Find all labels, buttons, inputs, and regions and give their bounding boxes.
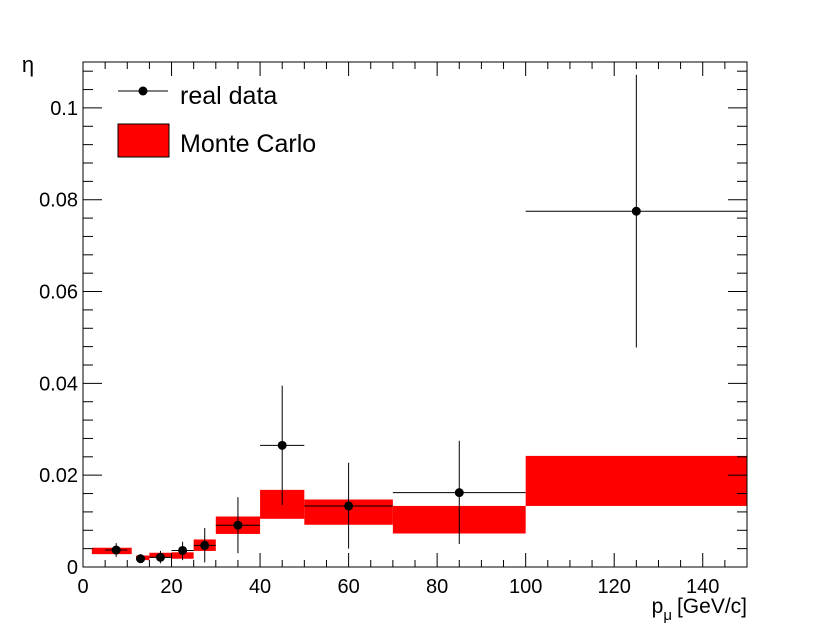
legend-real-data-marker [138,86,148,96]
tick-labels: 0 20 40 60 80 100 120 140 0 0.02 0.04 0.06 0.08 0.1 [39,98,719,598]
data-point-5 [233,520,243,530]
x-tick-label-7: 140 [686,576,719,598]
data-point-4 [200,540,210,550]
legend-real-data-label: real data [180,82,277,110]
y-tick-label-3: 0.06 [39,282,78,304]
x-tick-label-5: 100 [509,576,542,598]
y-tick-label-5: 0.1 [50,98,78,120]
x-axis-label-subscript: μ [663,607,672,624]
data-point-3 [178,545,188,555]
data-point-9 [631,206,641,216]
data-point-2 [155,552,165,562]
x-axis-label-symbol: p [652,595,664,618]
legend: real data Monte Carlo [117,82,316,158]
data-point-0 [111,545,121,555]
legend-monte-carlo-label: Monte Carlo [180,130,316,158]
x-axis-label-unit: [GeV/c] [677,595,747,618]
data-point-6 [277,440,287,450]
y-tick-label-2: 0.04 [39,373,78,395]
x-tick-label-4: 80 [426,576,448,598]
data-point-1 [136,554,146,564]
y-tick-label-1: 0.02 [39,465,78,487]
axis-ticks [82,62,748,568]
y-axis-label: η [22,52,34,77]
y-tick-label-4: 0.08 [39,190,78,212]
real-data-layer [105,74,747,564]
monte-carlo-band-0 [91,547,132,555]
x-tick-label-0: 0 [77,576,88,598]
legend-monte-carlo-swatch [117,123,170,158]
y-tick-label-0: 0 [67,557,78,579]
x-axis-label: pμ [GeV/c] [652,595,747,624]
x-tick-label-1: 20 [160,576,182,598]
plot-frame [82,61,748,568]
data-point-8 [454,488,464,498]
x-tick-label-2: 40 [249,576,271,598]
data-point-7 [344,501,354,511]
x-tick-label-3: 60 [337,576,359,598]
x-tick-label-6: 120 [598,576,631,598]
monte-carlo-band-9 [525,455,747,506]
